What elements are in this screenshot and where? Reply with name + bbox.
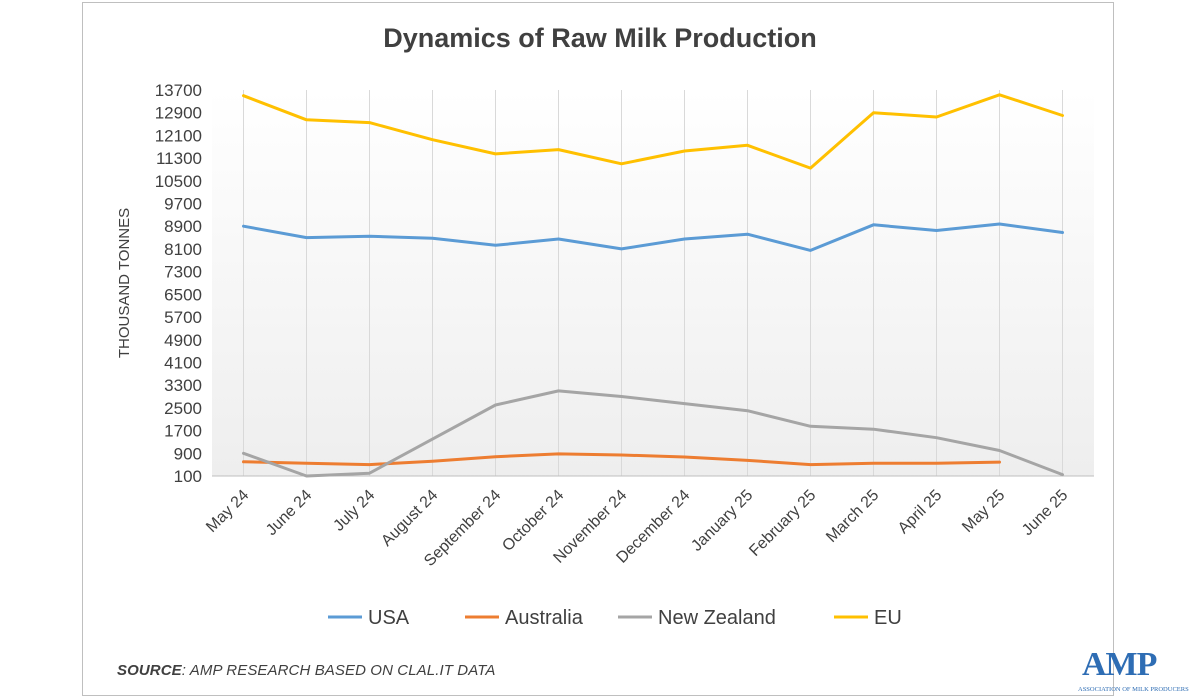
x-tick-label: January 25 — [688, 487, 756, 555]
y-tick-label: 13700 — [155, 81, 202, 100]
x-tick-label: April 25 — [895, 487, 945, 537]
y-tick-label: 6500 — [164, 285, 202, 304]
x-tick-label: June 25 — [1019, 487, 1071, 539]
y-tick-label: 2500 — [164, 399, 202, 418]
y-tick-label: 900 — [174, 444, 202, 463]
series-line-australia — [242, 452, 1001, 467]
series-line-new-zealand — [242, 389, 1064, 478]
legend-label: New Zealand — [658, 607, 776, 629]
y-tick-label: 5700 — [164, 308, 202, 327]
x-tick-label: May 25 — [959, 487, 1008, 536]
legend-label: USA — [368, 607, 410, 629]
y-axis-label: THOUSAND TONNES — [116, 208, 133, 358]
legend-item-usa: USA — [328, 607, 410, 629]
y-tick-label: 8900 — [164, 217, 202, 236]
logo-subtitle: ASSOCIATION OF MILK PRODUCERS — [1078, 686, 1189, 693]
y-tick-label: 4100 — [164, 353, 202, 372]
y-tick-label: 8100 — [164, 240, 202, 259]
chart-title: Dynamics of Raw Milk Production — [383, 23, 817, 53]
series-line-eu — [242, 93, 1064, 170]
legend-item-australia: Australia — [465, 607, 584, 629]
series-line-usa — [242, 222, 1064, 252]
x-tick-label: October 24 — [499, 487, 567, 555]
amp-logo: AMP ASSOCIATION OF MILK PRODUCERS — [1078, 646, 1189, 700]
x-tick-label: July 24 — [330, 487, 378, 535]
source-label: SOURCE — [117, 662, 182, 679]
y-tick-label: 3300 — [164, 376, 202, 395]
y-tick-label: 12100 — [155, 126, 202, 145]
y-tick-label: 100 — [174, 467, 202, 486]
legend-item-eu: EU — [834, 607, 902, 629]
y-tick-label: 1700 — [164, 422, 202, 441]
source-text: : AMP RESEARCH BASED ON CLAL.IT DATA — [181, 662, 496, 679]
y-tick-label: 12900 — [155, 104, 202, 123]
y-tick-label: 4900 — [164, 331, 202, 350]
x-tick-label: August 24 — [378, 487, 441, 550]
x-tick-label: June 24 — [263, 487, 315, 539]
logo-text: AMP — [1082, 646, 1157, 683]
x-tick-label: March 25 — [823, 487, 882, 546]
y-tick-label: 7300 — [164, 263, 202, 282]
legend-label: EU — [874, 607, 902, 629]
y-tick-label: 11300 — [156, 149, 202, 168]
source-note: SOURCE: AMP RESEARCH BASED ON CLAL.IT DA… — [117, 662, 495, 679]
y-tick-label: 9700 — [164, 195, 202, 214]
x-tick-label: May 24 — [203, 487, 252, 536]
legend-label: Australia — [505, 607, 584, 629]
x-tick-label: February 25 — [746, 487, 819, 560]
y-tick-label: 10500 — [155, 172, 202, 191]
legend-item-new-zealand: New Zealand — [618, 607, 776, 629]
plot-area — [212, 90, 1094, 476]
